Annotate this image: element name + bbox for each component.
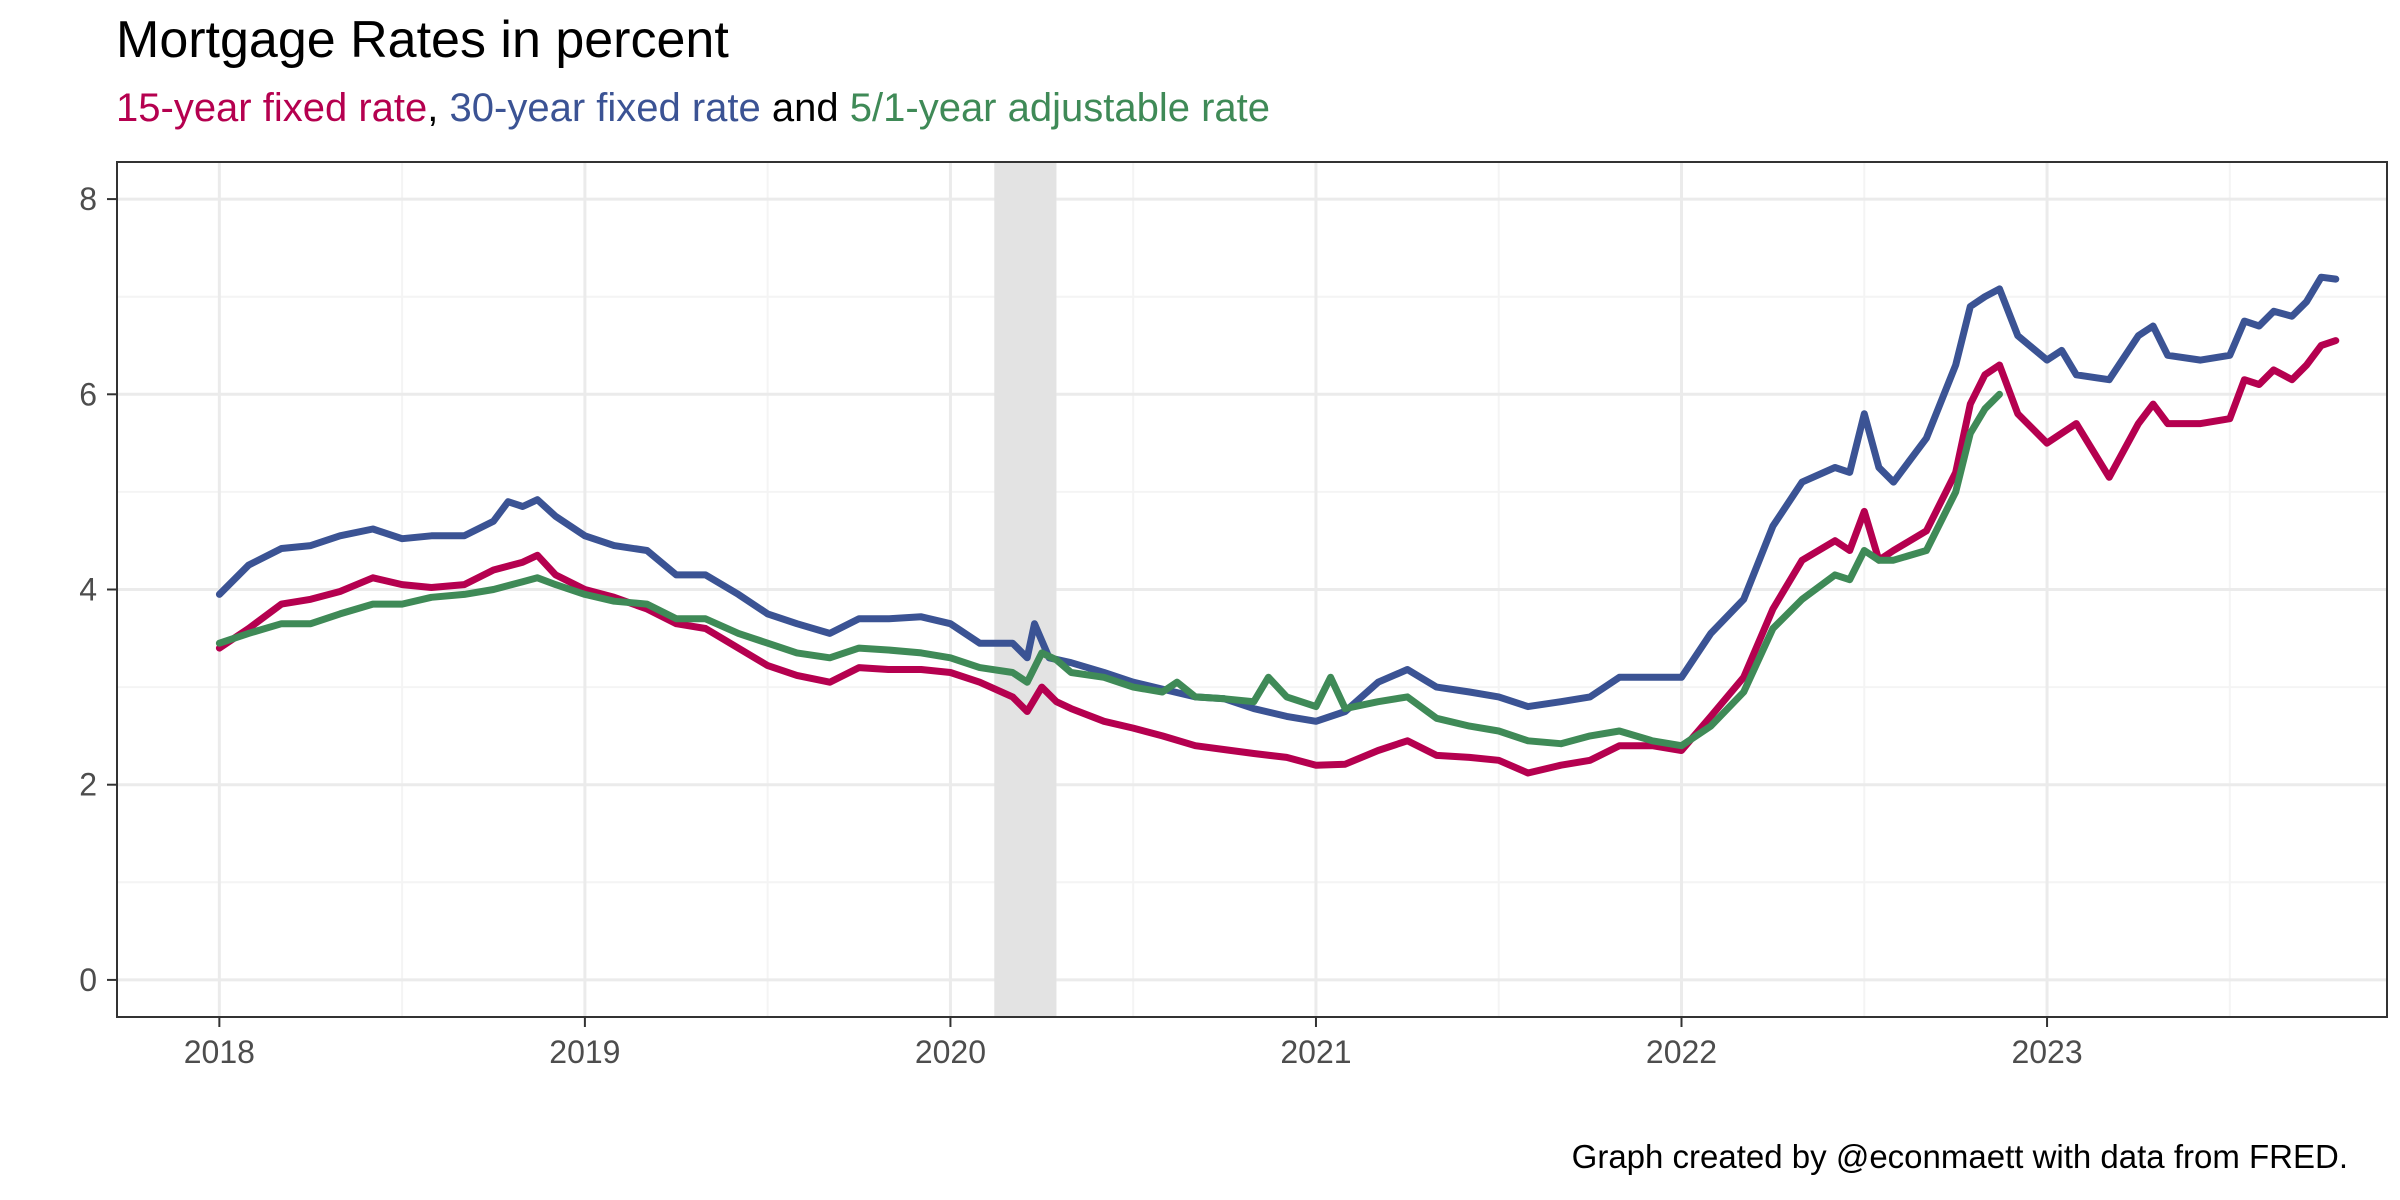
subtitle-separator-and: and: [760, 86, 850, 130]
y-tick-label: 0: [79, 962, 97, 998]
x-tick-label: 2020: [915, 1034, 986, 1070]
series-line-arm: [215, 390, 2003, 750]
chart-title: Mortgage Rates in percent: [116, 11, 729, 69]
recession-band: [994, 162, 1057, 1017]
series-line-thirty: [215, 273, 2340, 725]
series-line-fifteen: [215, 337, 2340, 777]
grid-lines: [117, 162, 2387, 1017]
source-caption: Graph created by @econmaett with data fr…: [1571, 1138, 2348, 1175]
recession-shading: [994, 162, 1057, 1017]
subtitle-separator-comma: ,: [427, 86, 450, 130]
subtitle-series-arm: 5/1-year adjustable rate: [849, 86, 1271, 130]
x-tick-label: 2023: [2011, 1034, 2082, 1070]
subtitle-series-30-year: 30-year fixed rate: [449, 86, 761, 130]
y-tick-label: 8: [79, 181, 97, 217]
y-tick-label: 6: [79, 376, 97, 412]
series-lines: [215, 273, 2340, 777]
chart-subtitle: 15-year fixed rate, 30-year fixed rate a…: [116, 86, 1270, 131]
x-tick-label: 2018: [184, 1034, 255, 1070]
x-tick-label: 2021: [1280, 1034, 1351, 1070]
subtitle-series-15-year: 15-year fixed rate: [116, 86, 428, 130]
x-tick-label: 2022: [1646, 1034, 1717, 1070]
x-tick-label: 2019: [549, 1034, 620, 1070]
y-tick-label: 2: [79, 767, 97, 803]
y-tick-label: 4: [79, 572, 97, 608]
axis-ticks: 2018 2019 2020 2021 2022 2023 0 2 4 6 8: [79, 181, 2082, 1070]
